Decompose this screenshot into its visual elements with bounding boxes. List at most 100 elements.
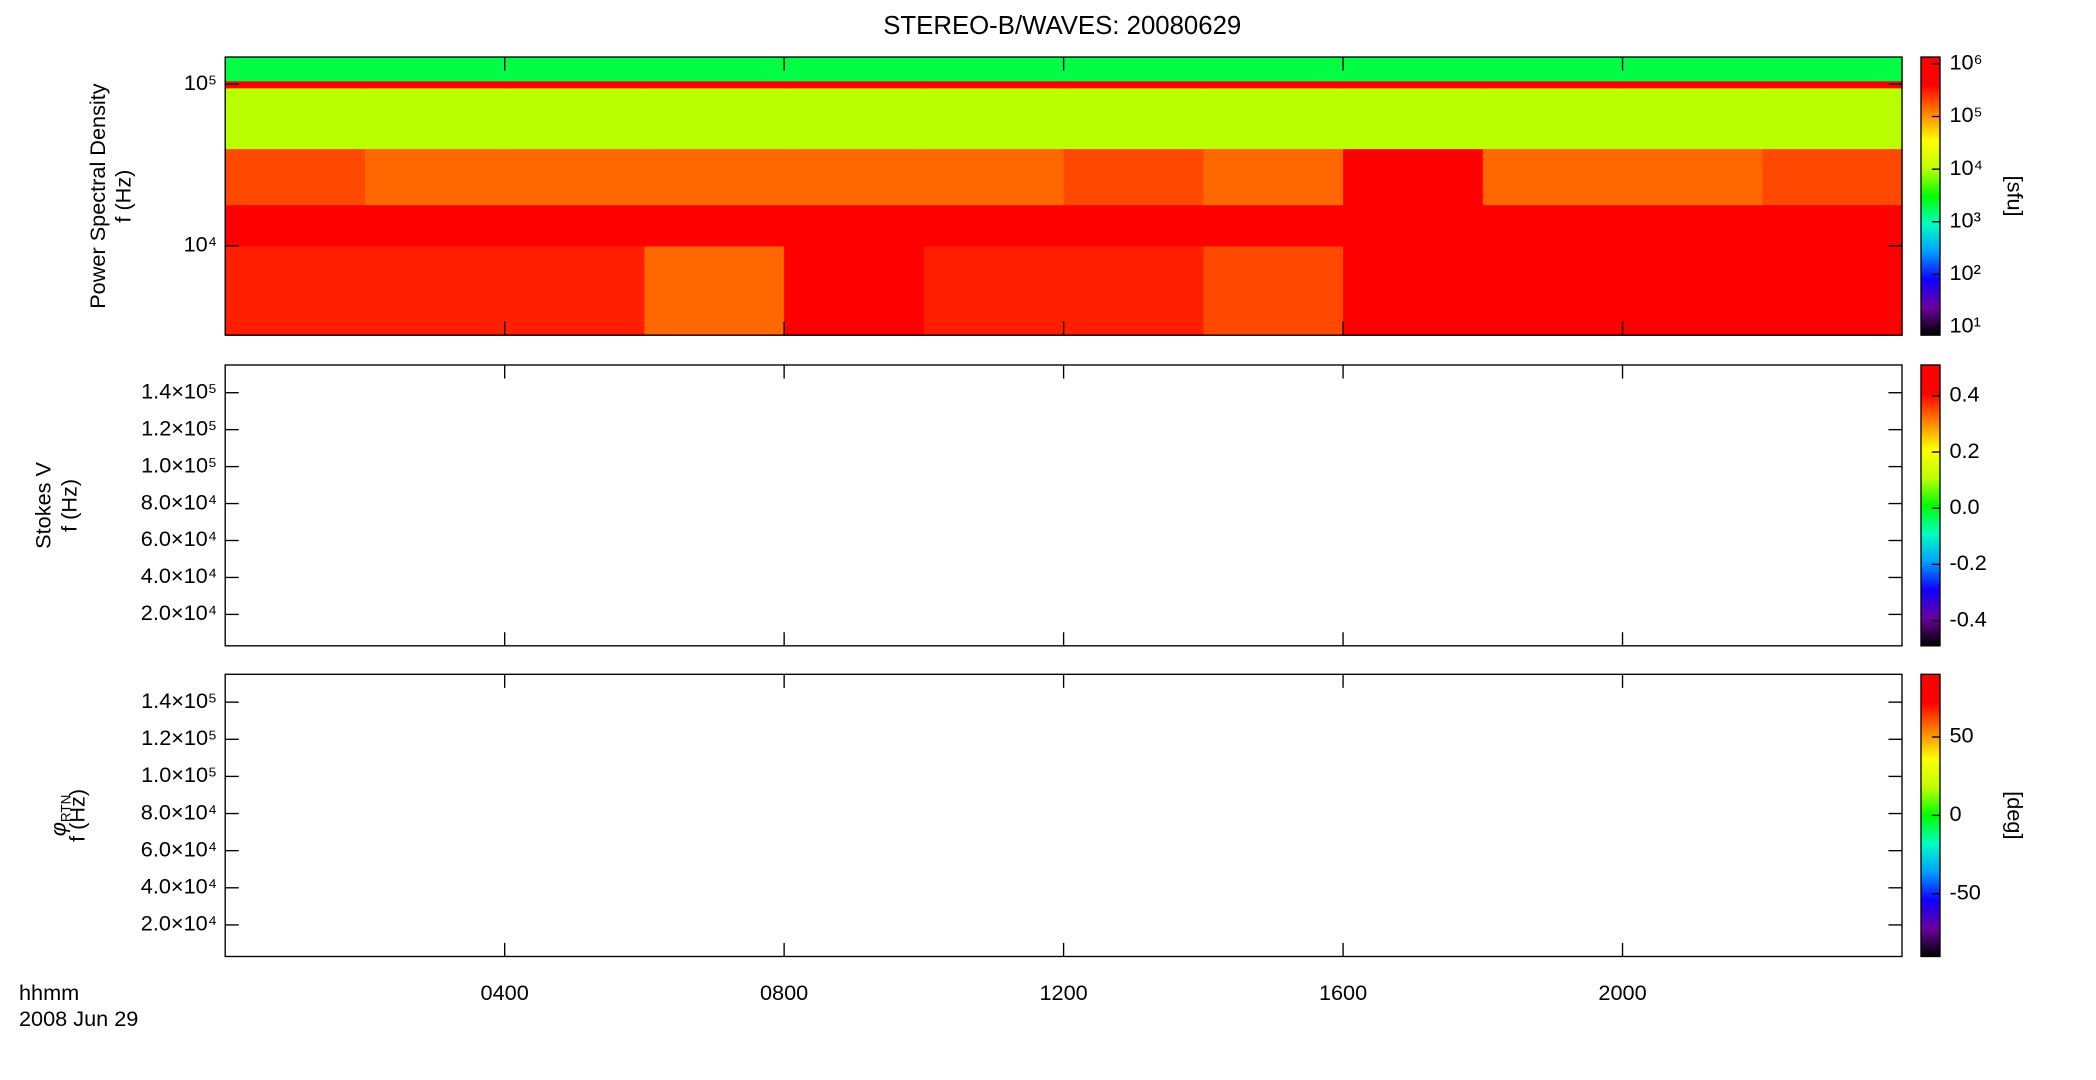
y-tick-label: 1.4×10⁵ (141, 378, 217, 403)
heatmap-cell (1622, 148, 1763, 206)
heatmap-cell (1343, 245, 1484, 336)
heatmap-cell (1343, 204, 1484, 247)
heatmap-cell (225, 148, 366, 206)
heatmap-cell (1762, 57, 1903, 82)
heatmap-cell (504, 204, 646, 247)
heatmap-cell (923, 80, 1065, 89)
heatmap-cell (364, 57, 506, 82)
heatmap-cell (784, 57, 925, 82)
colorbar-tick-label: 10⁴ (1949, 155, 1982, 180)
y-axis-subscript: RTN (58, 795, 73, 823)
y-axis-label: φRTN (45, 795, 73, 837)
heatmap-cell (225, 57, 366, 82)
y-tick-label: 6.0×10⁴ (141, 526, 217, 551)
heatmap-cell (364, 80, 506, 89)
x-tick-label: 0400 (481, 980, 529, 1005)
heatmap-cell (923, 204, 1065, 247)
colorbar (1920, 56, 1941, 336)
heatmap-cell (923, 87, 1065, 150)
colorbar-tick-label: 10⁵ (1949, 102, 1982, 127)
heatmap-cell (1482, 87, 1624, 150)
heatmap-cell (364, 245, 506, 336)
colorbar-tick-label: 0 (1949, 801, 1961, 826)
heatmap-cell (644, 245, 785, 336)
heatmap-cell (1622, 80, 1763, 89)
heatmap-cell (644, 87, 785, 150)
colorbar-tick-label: 10⁶ (1949, 50, 1982, 75)
heatmap-cell (1203, 87, 1344, 150)
heatmap-cell (225, 80, 366, 89)
x-tick-label: 1600 (1319, 980, 1367, 1005)
heatmap-cell (923, 148, 1065, 206)
y-tick-label: 8.0×10⁴ (141, 489, 217, 514)
colorbar-tick-label: 10² (1949, 260, 1980, 285)
y-axis-unit: f (Hz) (111, 170, 136, 223)
x-tick-label: 2000 (1598, 980, 1646, 1005)
y-axis-label: Power Spectral Density (85, 83, 110, 309)
heatmap-cell (644, 57, 785, 82)
heatmap-cell (1063, 148, 1205, 206)
heatmap-cell (1622, 245, 1763, 336)
y-tick-label: 2.0×10⁴ (141, 600, 217, 625)
heatmap-cell (504, 87, 646, 150)
x-tick-label: 0800 (760, 980, 808, 1005)
plot-frame (224, 364, 1903, 647)
heatmap-cell (1203, 148, 1344, 206)
heatmap-cell (923, 245, 1065, 336)
heatmap-cell (1482, 57, 1624, 82)
heatmap-cell (1063, 245, 1205, 336)
heatmap-cell (364, 204, 506, 247)
heatmap-cell (1762, 148, 1903, 206)
colorbar-tick-label: -0.4 (1949, 606, 1986, 631)
heatmap-cell (1343, 80, 1484, 89)
heatmap-cell (504, 245, 646, 336)
colorbar (1920, 364, 1941, 647)
y-tick-label: 6.0×10⁴ (141, 836, 217, 861)
y-tick-label: 1.0×10⁵ (141, 762, 217, 787)
heatmap-cell (1063, 204, 1205, 247)
heatmap-cell (1343, 148, 1484, 206)
heatmap-cell (1063, 57, 1205, 82)
colorbar-tick-label: 0.0 (1949, 494, 1979, 519)
heatmap-cell (1622, 57, 1763, 82)
colorbar-tick-label: -0.2 (1949, 550, 1986, 575)
heatmap-cell (1063, 87, 1205, 150)
heatmap-cell (1762, 80, 1903, 89)
heatmap-cell (1203, 245, 1344, 336)
y-tick-label: 1.2×10⁵ (141, 725, 217, 750)
heatmap-cell (364, 87, 506, 150)
heatmap-cell (1482, 204, 1624, 247)
y-tick-label: 1.0×10⁵ (141, 452, 217, 477)
heatmap-cell (644, 148, 785, 206)
colorbar-tick-label: 0.2 (1949, 438, 1979, 463)
heatmap-cell (1343, 57, 1484, 82)
heatmap-cell (1622, 87, 1763, 150)
heatmap-cell (784, 204, 925, 247)
heatmap-cell (225, 87, 366, 150)
heatmap-cell (1482, 148, 1624, 206)
y-axis-label: Stokes V (31, 461, 56, 548)
heatmap-cell (225, 204, 366, 247)
colorbar-label: [deg] (2003, 791, 2028, 839)
y-tick-label: 4.0×10⁴ (141, 874, 217, 899)
heatmap-cell (784, 148, 925, 206)
colorbar-tick-label: 50 (1949, 723, 1973, 748)
y-tick-label: 10⁴ (184, 232, 217, 257)
colorbar-tick-label: 0.4 (1949, 382, 1979, 407)
heatmap-cell (784, 245, 925, 336)
heatmap-cell (1203, 80, 1344, 89)
y-tick-label: 4.0×10⁴ (141, 563, 217, 588)
heatmap-cell (1482, 80, 1624, 89)
x-tick-label: 1200 (1039, 980, 1087, 1005)
y-tick-label: 10⁵ (184, 70, 217, 95)
heatmap-cell (1622, 204, 1763, 247)
y-axis-unit: f (Hz) (56, 479, 81, 532)
heatmap-cell (1762, 204, 1903, 247)
heatmap-cell (923, 57, 1065, 82)
y-tick-label: 8.0×10⁴ (141, 799, 217, 824)
heatmap-cell (1343, 87, 1484, 150)
date-label: 2008 Jun 29 (19, 1006, 138, 1031)
colorbar-tick-label: 10¹ (1949, 313, 1980, 338)
heatmap-cell (1482, 245, 1624, 336)
